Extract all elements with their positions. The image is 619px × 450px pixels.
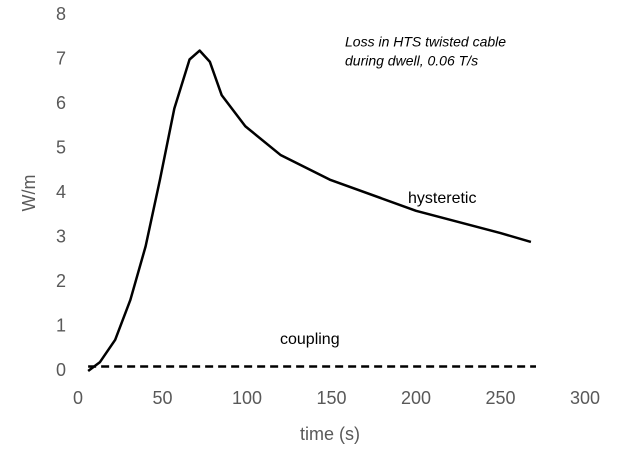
y-tick-label: 7 (56, 48, 66, 68)
x-tick-label: 250 (485, 388, 515, 408)
x-tick-label: 50 (152, 388, 172, 408)
x-tick-label: 150 (316, 388, 346, 408)
x-tick-label: 300 (570, 388, 600, 408)
y-tick-label: 0 (56, 360, 66, 380)
series-line (87, 49, 532, 372)
y-tick-label: 3 (56, 226, 66, 246)
y-tick-label: 4 (56, 182, 66, 202)
x-axis-label: time (s) (300, 424, 360, 444)
annotation: Loss in HTS twisted cable (345, 34, 506, 50)
x-tick-label: 0 (73, 388, 83, 408)
x-tick-label: 100 (232, 388, 262, 408)
y-tick-label: 8 (56, 4, 66, 24)
y-tick-label: 5 (56, 137, 66, 157)
y-axis-label: W/m (19, 175, 39, 212)
series-label: coupling (280, 331, 340, 348)
series-label: hysteretic (408, 190, 476, 207)
y-tick-label: 2 (56, 271, 66, 291)
annotation: during dwell, 0.06 T/s (345, 53, 478, 69)
x-tick-label: 200 (401, 388, 431, 408)
y-tick-label: 1 (56, 315, 66, 335)
y-tick-label: 6 (56, 93, 66, 113)
